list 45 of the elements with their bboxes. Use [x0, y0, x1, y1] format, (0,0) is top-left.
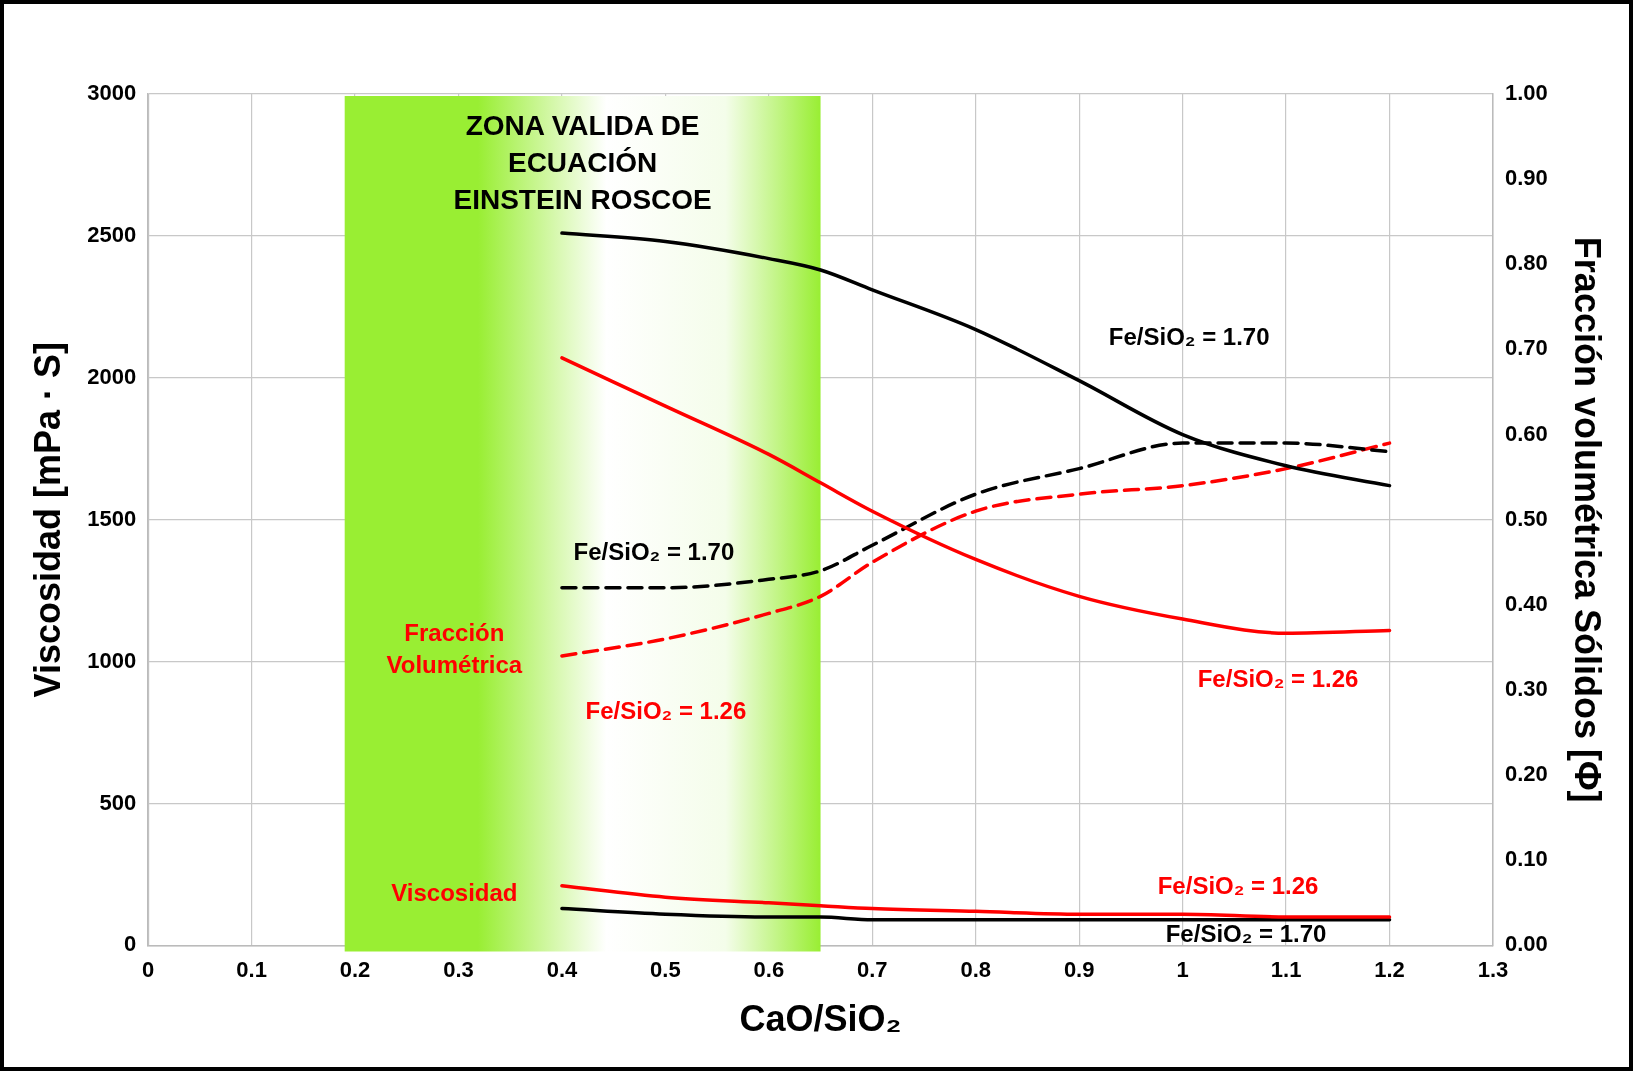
x-axis-title: CaO/SiO₂: [739, 998, 902, 1040]
band-label: ZONA VALIDA DE ECUACIÓN EINSTEIN ROSCOE: [453, 109, 712, 215]
x-tick-label: 0.6: [753, 956, 785, 982]
x-tick-label: 0: [142, 956, 155, 982]
y-tick-label: 2000: [87, 363, 137, 389]
y2-tick-label: 0.70: [1504, 335, 1548, 361]
y-tick-label: 1000: [87, 647, 137, 673]
x-tick-label: 0.7: [856, 956, 888, 982]
y-tick-label: 0: [123, 931, 137, 957]
y2-tick-label: 0.80: [1504, 250, 1548, 276]
series-label: Fe/SiO₂ = 1.70: [573, 538, 735, 566]
line-series: [560, 906, 1392, 922]
x-tick-label: 0.3: [443, 956, 474, 982]
y-tick-label: 3000: [87, 80, 137, 106]
x-tick-label: 0.1: [236, 956, 267, 982]
x-tick-label: 1.3: [1477, 956, 1509, 982]
x-tick-label: 1: [1176, 956, 1189, 982]
y2-tick-label: 0.10: [1504, 846, 1548, 872]
y-axis-title: Viscosidad [mPa · S]: [26, 341, 68, 698]
y2-tick-label: 0.90: [1504, 165, 1548, 191]
y2-tick-label: 0.50: [1504, 505, 1548, 531]
series-label: Fe/SiO₂ = 1.26: [1197, 664, 1359, 692]
series-label: Fe/SiO₂ = 1.26: [1157, 871, 1319, 899]
y-tick-label: 2500: [87, 221, 137, 247]
x-tick-label: 0.5: [650, 956, 681, 982]
y2-tick-label: 1.00: [1504, 80, 1548, 106]
y2-tick-label: 0.30: [1504, 676, 1548, 702]
series-label: Fe/SiO₂ = 1.70: [1165, 920, 1327, 948]
x-tick-label: 1.1: [1270, 956, 1302, 982]
annotation: Fracción Volumétrica: [386, 618, 523, 678]
series-label: Fe/SiO₂ = 1.26: [585, 696, 747, 724]
y-tick-label: 1500: [87, 505, 137, 531]
x-tick-label: 0.4: [546, 956, 578, 982]
x-tick-label: 0.2: [339, 956, 371, 982]
x-tick-label: 0.9: [1063, 956, 1095, 982]
y-tick-label: 500: [99, 789, 137, 815]
y2-tick-label: 0.00: [1504, 931, 1548, 957]
y2-tick-label: 0.60: [1504, 420, 1548, 446]
y2-tick-label: 0.20: [1504, 761, 1548, 787]
y2-tick-label: 0.40: [1504, 590, 1548, 616]
y2-axis-title: Fracción volumétrica Sólidos [Φ]: [1567, 236, 1609, 803]
annotation: Viscosidad: [391, 878, 518, 906]
series-label: Fe/SiO₂ = 1.70: [1108, 323, 1270, 351]
x-tick-label: 0.8: [960, 956, 992, 982]
x-tick-label: 1.2: [1374, 956, 1405, 982]
